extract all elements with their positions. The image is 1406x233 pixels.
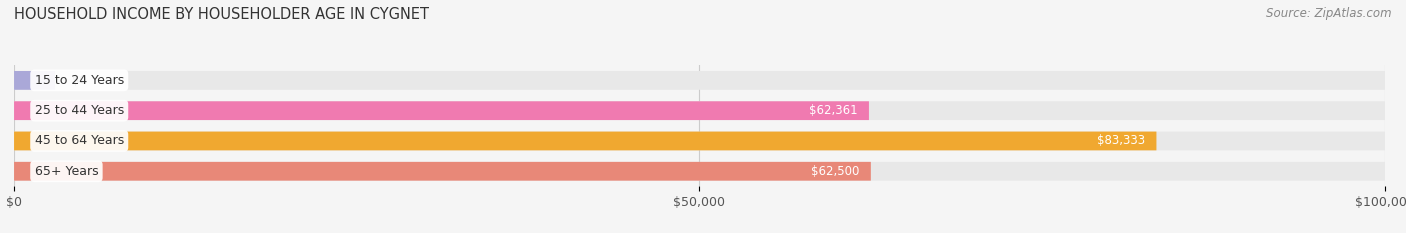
FancyBboxPatch shape <box>14 101 1385 120</box>
Text: $62,361: $62,361 <box>810 104 858 117</box>
FancyBboxPatch shape <box>14 162 870 181</box>
FancyBboxPatch shape <box>14 162 1385 181</box>
Text: 65+ Years: 65+ Years <box>35 165 98 178</box>
Text: 25 to 44 Years: 25 to 44 Years <box>35 104 124 117</box>
FancyBboxPatch shape <box>14 71 55 90</box>
Text: 45 to 64 Years: 45 to 64 Years <box>35 134 124 147</box>
FancyBboxPatch shape <box>14 132 1385 150</box>
Text: Source: ZipAtlas.com: Source: ZipAtlas.com <box>1267 7 1392 20</box>
Text: $0: $0 <box>72 74 87 87</box>
Text: $62,500: $62,500 <box>811 165 860 178</box>
Text: HOUSEHOLD INCOME BY HOUSEHOLDER AGE IN CYGNET: HOUSEHOLD INCOME BY HOUSEHOLDER AGE IN C… <box>14 7 429 22</box>
Text: $83,333: $83,333 <box>1097 134 1146 147</box>
FancyBboxPatch shape <box>14 132 1156 150</box>
FancyBboxPatch shape <box>14 71 1385 90</box>
FancyBboxPatch shape <box>14 101 869 120</box>
Text: 15 to 24 Years: 15 to 24 Years <box>35 74 124 87</box>
